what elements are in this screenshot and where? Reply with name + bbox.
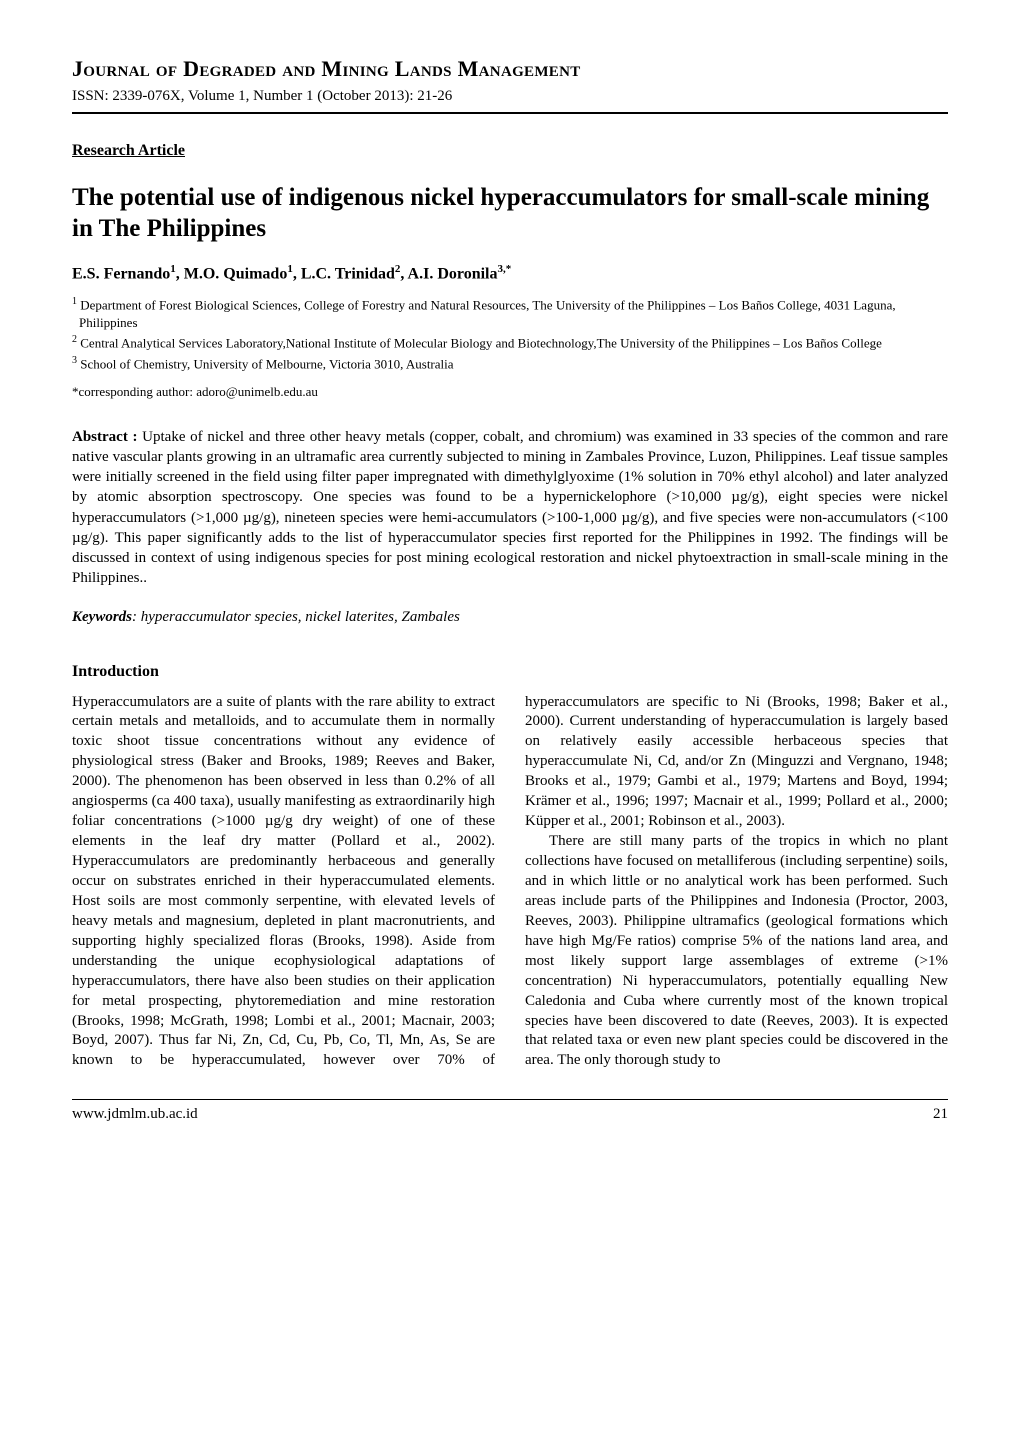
footer-url: www.jdmlm.ub.ac.id: [72, 1104, 198, 1124]
footer-rule: [72, 1099, 948, 1100]
header-rule: [72, 112, 948, 114]
journal-issn-line: ISSN: 2339-076X, Volume 1, Number 1 (Oct…: [72, 86, 948, 106]
section-heading-introduction: Introduction: [72, 661, 948, 683]
page-footer: www.jdmlm.ub.ac.id 21: [72, 1104, 948, 1124]
keywords: Keywords: hyperaccumulator species, nick…: [72, 607, 948, 627]
affiliation: 2 Central Analytical Services Laboratory…: [72, 333, 948, 352]
keywords-label: Keywords: [72, 609, 132, 625]
body-columns: Hyperaccumulators are a suite of plants …: [72, 693, 948, 1072]
section-label: Research Article: [72, 140, 948, 162]
page-number: 21: [933, 1104, 948, 1124]
abstract-label: Abstract :: [72, 429, 138, 445]
affiliations: 1 Department of Forest Biological Scienc…: [72, 295, 948, 373]
journal-title: Journal of Degraded and Mining Lands Man…: [72, 54, 948, 84]
authors: E.S. Fernando1, M.O. Quimado1, L.C. Trin…: [72, 262, 948, 285]
affiliation: 1 Department of Forest Biological Scienc…: [72, 295, 948, 331]
affiliation: 3 School of Chemistry, University of Mel…: [72, 354, 948, 373]
abstract: Abstract : Uptake of nickel and three ot…: [72, 427, 948, 589]
abstract-text: Uptake of nickel and three other heavy m…: [72, 429, 948, 587]
keywords-text: : hyperaccumulator species, nickel later…: [132, 609, 460, 625]
corresponding-author: *corresponding author: adoro@unimelb.edu…: [72, 383, 948, 401]
body-paragraph: There are still many parts of the tropic…: [525, 832, 948, 1071]
paper-title: The potential use of indigenous nickel h…: [72, 182, 948, 245]
